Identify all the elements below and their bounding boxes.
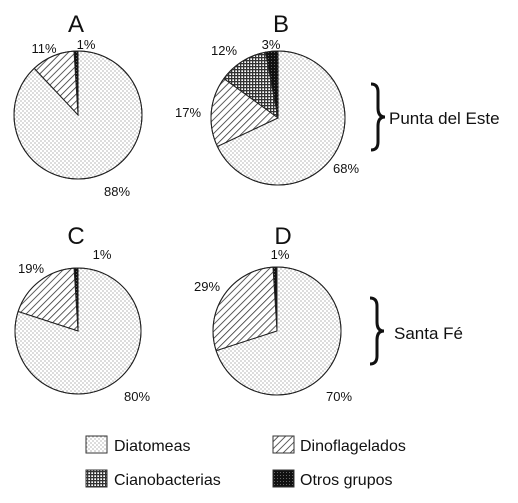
slice-diatomeas <box>13 50 143 180</box>
group-punta-del-este: Punta del Este <box>370 82 500 152</box>
curly-brace-icon <box>369 296 385 366</box>
pie-outline <box>210 50 346 186</box>
pie-chart-c: C 1% 19% 80% <box>14 223 150 404</box>
legend-item-dinoflagelados: Dinoflagelados <box>272 435 406 455</box>
slice-label-diatomeas: 80% <box>124 389 150 404</box>
group-santa-fe: Santa Fé <box>369 296 463 366</box>
legend-item-diatomeas: Diatomeas <box>85 435 190 455</box>
pie-outline <box>13 50 143 180</box>
slice-label-diatomeas: 68% <box>333 161 359 176</box>
slice-label-otros: 1% <box>271 247 290 262</box>
slice-label-diatomeas: 70% <box>326 389 352 404</box>
legend-swatch <box>85 435 108 454</box>
slice-label-otros: 1% <box>77 37 96 52</box>
slice-label-dinoflagelados: 29% <box>194 279 220 294</box>
slice-label-dinoflagelados: 11% <box>31 41 56 56</box>
group-label: Punta del Este <box>389 109 500 128</box>
legend-label: Cianobacterias <box>114 472 221 489</box>
legend-label: Diatomeas <box>114 438 190 455</box>
legend: Diatomeas Dinoflagelados Cianobacterias … <box>85 435 406 489</box>
slice-label-otros: 3% <box>262 37 281 52</box>
pie-title: D <box>274 223 291 250</box>
pie-chart-b: B 3% 12% 17% 68% <box>175 11 359 186</box>
legend-item-cianobacterias: Cianobacterias <box>85 469 221 489</box>
pie-outline <box>212 266 342 396</box>
pie-title: B <box>273 11 289 38</box>
legend-swatch <box>272 435 295 454</box>
slice-label-dinoflagelados: 19% <box>18 261 44 276</box>
slice-label-dinoflagelados: 17% <box>175 105 201 120</box>
slice-label-cianobacterias: 12% <box>211 43 237 58</box>
group-label: Santa Fé <box>394 324 463 343</box>
legend-swatch <box>85 469 108 488</box>
pie-title: C <box>67 223 84 250</box>
pie-chart-d: D 1% 29% 70% <box>194 223 352 404</box>
slice-label-otros: 1% <box>93 247 112 262</box>
slice-label-diatomeas: 88% <box>104 184 130 199</box>
legend-label: Dinoflagelados <box>300 438 406 455</box>
pie-outline <box>14 267 142 395</box>
legend-label: Otros grupos <box>300 472 392 489</box>
legend-item-otros-grupos: Otros grupos <box>272 469 392 489</box>
pie-chart-a: A 1% 11% 88% <box>13 11 143 199</box>
pie-title: A <box>68 11 84 38</box>
curly-brace-icon <box>370 82 386 152</box>
legend-swatch <box>272 469 295 488</box>
